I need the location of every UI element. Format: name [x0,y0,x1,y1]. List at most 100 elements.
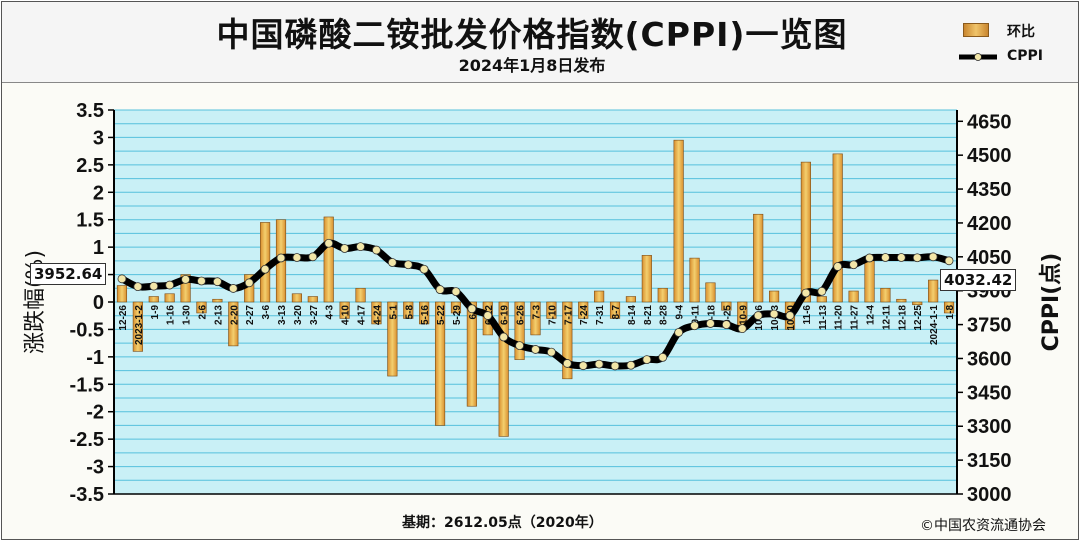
right-tick-label: 4050 [967,247,1012,269]
x-tick-label: 2-27 [245,305,256,325]
cppi-point [260,264,270,274]
bar-change [419,301,430,325]
cppi-point [451,287,461,297]
x-tick-label: 5-29 [452,305,463,325]
bar-change [689,257,700,303]
bar-change [832,153,843,303]
cppi-point [626,360,636,370]
x-tick-label: 4-10 [341,305,352,325]
bar-change [212,298,223,303]
bar-change [546,301,557,319]
cppi-point [531,345,540,354]
left-tick-label: -1.5 [70,374,104,396]
left-tick-label: 1.5 [76,210,104,232]
x-tick-label: 8-7 [611,305,622,320]
cppi-point [483,311,493,320]
x-tick-label: 5-1 [388,305,399,320]
left-tick-label: -0.5 [70,319,104,341]
bar-change [116,285,128,303]
legend-bar-swatch [963,23,989,37]
x-tick-label: 11-27 [850,305,861,330]
left-tick-label: 1 [93,237,104,259]
bar-change [132,301,143,352]
bar-change [928,279,939,303]
cppi-point [499,332,509,342]
x-tick-label: 8-14 [627,305,638,325]
bar-change [403,301,414,319]
x-tick-label: 3-6 [261,305,272,320]
x-tick-label: 5-22 [436,305,447,325]
bar-change [721,301,732,311]
x-tick-label: 1-8 [945,305,956,320]
x-tick-label: 4-17 [357,305,368,325]
legend-bar-label: 环比 [1007,24,1035,40]
x-tick-label: 6-26 [516,305,527,325]
legend-line-swatch [959,53,997,61]
cppi-point [594,359,604,369]
x-tick-label: 5-8 [404,305,415,320]
x-tick-label: 5-16 [420,305,431,325]
bar-change [880,287,891,303]
legend: 环比 CPPI [957,20,1067,70]
cppi-point [419,264,429,274]
cppi-point [721,320,731,329]
cppi-point [737,324,747,334]
left-tick-label: 2 [93,182,104,204]
right-tick-label: 3000 [967,484,1012,506]
cppi-point [674,328,684,337]
x-tick-label: 11-20 [834,305,845,330]
cppi-point [562,359,572,368]
bar-change [450,301,462,314]
bar-change [673,139,684,303]
cppi-point [865,253,874,263]
bar-change [705,282,716,303]
cppi-point [817,286,827,296]
bar-change [848,290,859,303]
cppi-point [244,278,254,288]
x-tick-label: 10-9 [738,305,749,325]
cppi-point [833,262,843,271]
left-tick-label: 0 [93,292,104,314]
bar-change [387,301,398,377]
base-period-note: 基期：2612.05点（2020年） [402,515,603,531]
cppi-point [547,347,556,357]
x-tick-label: 11-13 [818,305,829,330]
x-tick-label: 7-24 [579,305,590,325]
cppi-point [690,321,699,331]
x-tick-label: 8-21 [643,305,654,325]
cppi-point [340,244,350,253]
x-tick-label: 2-13 [213,305,224,325]
x-tick-label: 9-11 [691,305,702,325]
left-tick-label: 2.5 [76,155,104,177]
cppi-point [769,309,779,319]
x-tick-label: 6-19 [500,305,511,325]
bar-change [641,255,652,303]
copyright: ©中国农资流通协会 [920,518,1046,534]
bar-change [307,296,318,303]
x-tick-label: 12-4 [866,305,877,325]
cppi-point [356,242,365,252]
x-tick-label: 1-9 [150,305,161,320]
x-tick-label: 7-17 [563,305,574,325]
bar-change [943,301,955,314]
x-tick-label: 9-4 [675,305,686,320]
x-tick-label: 3-20 [293,305,304,325]
bar-change [228,301,239,347]
cppi-point [149,281,159,291]
left-tick-label: -3.5 [70,484,104,506]
cppi-point [658,352,668,362]
cppi-point [117,274,127,284]
bar-change [148,296,159,303]
right-tick-label: 4650 [967,111,1012,133]
bar-change [339,301,350,319]
right-tick-label: 4500 [967,145,1012,167]
right-tick-label: 3450 [967,382,1012,404]
x-tick-label: 12-11 [881,305,892,330]
cppi-point [372,245,381,255]
x-tick-label: 12-18 [897,305,908,331]
bar-change [912,301,923,306]
bar-change [323,216,334,303]
x-tick-label: 12-26 [118,305,129,331]
bar-change [530,301,541,336]
